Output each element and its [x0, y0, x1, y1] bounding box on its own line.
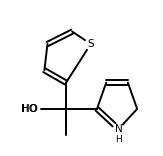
Text: S: S	[88, 39, 94, 49]
Text: N: N	[115, 124, 122, 134]
Text: H: H	[115, 135, 122, 144]
Text: HO: HO	[22, 104, 37, 114]
Text: HO: HO	[22, 104, 38, 114]
